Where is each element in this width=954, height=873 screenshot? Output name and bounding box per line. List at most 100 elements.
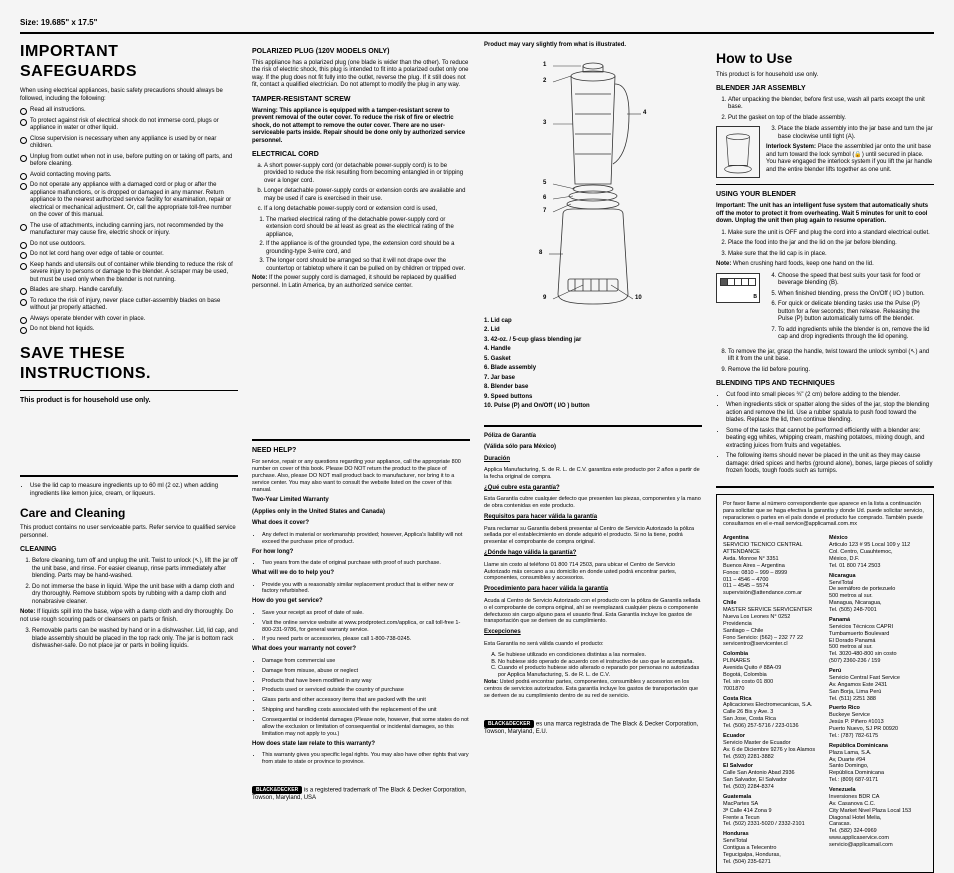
assembly-head: BLENDER JAR ASSEMBLY xyxy=(716,85,934,94)
svc-address: Aplicaciones Electromecanicas, S.A. Call… xyxy=(723,702,821,730)
svc-address: SERVICIO TECNICO CENTRAL ATTENDANCE Avda… xyxy=(723,542,821,597)
using-steps-a: Make sure the unit is OFF and plug the c… xyxy=(716,230,934,259)
using-steps-c: To remove the jar, grasp the handle, twi… xyxy=(716,349,934,375)
using-step-5: When finished blending, press the On/Off… xyxy=(778,291,934,299)
cleaning-steps: Before cleaning, turn off and unplug the… xyxy=(20,558,238,606)
column-4: How to Use This product is for household… xyxy=(716,42,934,873)
tip-item: When ingredients stick or spatter along … xyxy=(726,402,934,425)
plug-head: POLARIZED PLUG (120V Models Only) xyxy=(252,48,470,57)
svc-country: Ecuador xyxy=(723,733,821,740)
part-item: 5. Gasket xyxy=(484,356,702,364)
svc-address: MASTER SERVICE SERVICENTER Nueva Los Leo… xyxy=(723,607,821,648)
cleaning-step: Do not immerse the base in liquid. Wipe … xyxy=(32,584,238,607)
svc-address: Servicio Master de Ecuador Av. 6 de Dici… xyxy=(723,740,821,761)
size-bar: Size: 19.685" x 17.5" xyxy=(20,18,934,34)
help-body: For service, repair or any questions reg… xyxy=(252,459,470,493)
a6: This warranty gives you specific legal r… xyxy=(262,752,470,766)
q5: What does your warranty not cover? xyxy=(252,646,470,654)
using-step-7: To add ingredients while the blender is … xyxy=(778,327,934,342)
safeguard-item: Do not blend hot liquids. xyxy=(20,326,238,334)
interlock-note: Interlock System: Place the assembled ja… xyxy=(766,144,934,174)
warranty-service-item: If you need parts or accessories, please… xyxy=(262,636,470,643)
warranty-service-item: Visit the online service website at www.… xyxy=(262,620,470,634)
save-subtitle: This product is for household use only. xyxy=(20,397,238,406)
marca-line: BLACK&DECKER es una marca registrada de … xyxy=(484,720,702,737)
cord-subitem: The longer cord should be arranged so th… xyxy=(266,258,470,273)
safeguards-intro: When using electrical appliances, basic … xyxy=(20,88,238,103)
svc-country: Venezuela xyxy=(829,787,927,794)
cord-sublist: The marked electrical rating of the deta… xyxy=(252,217,470,274)
q4: How do you get service? xyxy=(252,598,470,606)
tip-item: Cut food into small pieces ¾" (2 cm) bef… xyxy=(726,392,934,400)
callout-9: 9 xyxy=(543,295,546,303)
part-item: 7. Jar base xyxy=(484,375,702,383)
a5-list: Damage from commercial useDamage from mi… xyxy=(252,658,470,738)
cubre-head: ¿Qué cubre esta garantía? xyxy=(484,485,702,493)
column-1: IMPORTANT SAFEGUARDS When using electric… xyxy=(20,42,238,873)
part-item: 4. Handle xyxy=(484,346,702,354)
safeguard-item: To protect against risk of electrical sh… xyxy=(20,118,238,133)
column-3: Product may vary slightly from what is i… xyxy=(484,42,702,873)
using-steps-b: Choose the speed that best suits your ta… xyxy=(766,273,934,345)
cord-item: A short power-supply cord (or detachable… xyxy=(264,163,470,186)
using-step-9: Remove the lid before pouring. xyxy=(728,367,934,375)
cleaning-note: Note: If liquids spill into the base, wi… xyxy=(20,609,238,624)
a1: Any defect in material or workmanship pr… xyxy=(262,532,470,546)
part-item: 1. Lid cap xyxy=(484,318,702,326)
warranty-exclusion-item: Glass parts and other accessory items th… xyxy=(262,697,470,704)
tip-item: The following items should never be plac… xyxy=(726,453,934,476)
vary-note: Product may vary slightly from what is i… xyxy=(484,42,702,50)
svc-country: Guatemala xyxy=(723,794,821,801)
svc-address: Plaza Lama, S.A. Av, Duarte #94 Santo Do… xyxy=(829,750,927,784)
assembly-step-3: Place the blade assembly into the jar ba… xyxy=(778,126,934,141)
svc-country: Perú xyxy=(829,668,927,675)
svc-address: Calle San Antonio Abad 2936 San Salvador… xyxy=(723,770,821,791)
cord-subitem: The marked electrical rating of the deta… xyxy=(266,217,470,240)
save-heading: SAVE THESE INSTRUCTIONS. xyxy=(20,344,238,384)
svc-country: El Salvador xyxy=(723,763,821,770)
howto-sub: This product is for household use only. xyxy=(716,72,934,80)
cord-subitem: If the appliance is of the grounded type… xyxy=(266,241,470,256)
safeguard-item: Keep hands and utensils out of container… xyxy=(20,262,238,285)
svc-address: ServiTotal Contigua a Telecentro Tegucig… xyxy=(723,838,821,866)
using-note1-text: When crushing hard foods, keep one hand … xyxy=(733,261,874,267)
using-head: USING YOUR BLENDER xyxy=(716,191,934,200)
cleaning-head: CLEANING xyxy=(20,546,238,555)
lidcap-note: Use the lid cap to measure ingredients u… xyxy=(20,483,238,498)
exc-note: Nota: Usted podrá encontrar partes, comp… xyxy=(484,679,702,700)
part-item: 2. Lid xyxy=(484,327,702,335)
section-divider-2 xyxy=(252,439,470,441)
safeguard-item: To reduce the risk of injury, never plac… xyxy=(20,298,238,313)
assembly-step: After unpacking the blender, before firs… xyxy=(728,97,934,112)
using-step-8: To remove the jar, grasp the handle, twi… xyxy=(728,349,934,364)
section-divider-4 xyxy=(716,486,934,488)
trademark-line: BLACK&DECKER is a registered trademark o… xyxy=(252,786,470,803)
interlock-head: Interlock System: xyxy=(766,144,816,150)
using-step: Make sure the unit is OFF and plug the c… xyxy=(728,230,934,238)
svc-address: www.applicaservice.com servicio@applicam… xyxy=(829,835,927,849)
warranty-exclusion-item: Products used or serviced outside the co… xyxy=(262,687,470,694)
cleaning-step3-list: Removable parts can be washed by hand or… xyxy=(20,628,238,651)
svc-grid: ArgentinaSERVICIO TECNICO CENTRAL ATTEND… xyxy=(723,532,927,865)
svc-country: Argentina xyxy=(723,535,821,542)
poliza-sub: (Válida sólo para México) xyxy=(484,444,702,452)
warranty-exclusion-item: Shipping and handling costs associated w… xyxy=(262,707,470,714)
a2: Two years from the date of original purc… xyxy=(262,560,470,567)
duracion-body: Applica Manufacturing, S. de R. L. de C.… xyxy=(484,467,702,481)
part-item: 3. 42-oz. / 5-cup glass blending jar xyxy=(484,337,702,345)
warranty-head: Two-Year Limited Warranty xyxy=(252,497,470,505)
q1: What does it cover? xyxy=(252,520,470,528)
exc-list: Se hubiese utilizado en condiciones dist… xyxy=(484,652,702,680)
cord-list: A short power-supply cord (or detachable… xyxy=(252,163,470,214)
exc-note-text: Usted podrá encontrar partes, componente… xyxy=(484,679,698,699)
donde-head: ¿Dónde hago válida la garantía? xyxy=(484,550,702,558)
using-step-4: Choose the speed that best suits your ta… xyxy=(778,273,934,288)
svc-address: MacPartes SA 3ª Calle 414 Zona 9 Frente … xyxy=(723,801,821,829)
exception-item: Cuando el producto hubiese sido alterado… xyxy=(498,665,702,679)
svc-intro: Por favor llame al número correspondient… xyxy=(723,501,927,529)
cleaning-step-3: Removable parts can be washed by hand or… xyxy=(32,628,238,651)
lidcap-bullet: Use the lid cap to measure ingredients u… xyxy=(30,483,238,498)
care-intro: This product contains no user serviceabl… xyxy=(20,525,238,540)
warranty-exclusion-item: Products that have been modified in any … xyxy=(262,678,470,685)
figure-b: B xyxy=(716,273,760,303)
